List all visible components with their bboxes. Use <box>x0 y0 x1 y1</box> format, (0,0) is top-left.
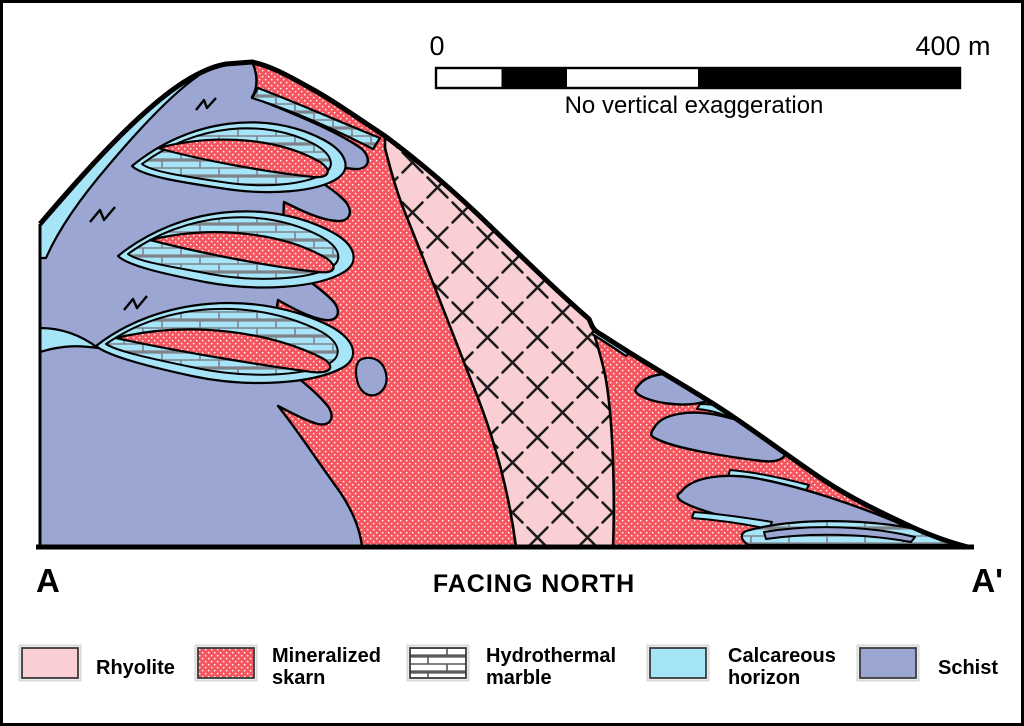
legend-item-hydrothermal-marble: Hydrothermal marble <box>406 644 622 689</box>
skarn-tongue-1 <box>156 138 329 179</box>
schist-pod-west-contact <box>354 356 388 397</box>
legend-label-marble-line1: Hydrothermal <box>486 645 616 667</box>
legend: Rhyolite Mineralized skarn Hydrothermal … <box>18 644 998 689</box>
zigzag-jag-3 <box>195 97 217 111</box>
legend-swatch-rhyolite <box>21 647 79 679</box>
legend-label-hydrothermal-marble: Hydrothermal marble <box>486 645 622 689</box>
endpoint-label-a-prime: A' <box>971 562 1003 599</box>
scale-right-label: 400 m <box>915 31 990 61</box>
legend-item-calcareous-horizon: Calcareous horizon <box>646 644 841 689</box>
legend-label-calcareous-line1: Calcareous <box>728 645 836 667</box>
legend-swatch-calcareous-horizon <box>649 647 707 679</box>
scale-bar-segment-black-2 <box>698 68 960 88</box>
legend-item-rhyolite: Rhyolite <box>18 644 175 682</box>
scale-caption: No vertical exaggeration <box>565 92 824 119</box>
scale-bar: 0 400 m No vertical exaggeration <box>429 31 990 119</box>
calcareous-sliver-summit-right <box>250 86 382 151</box>
topographic-profile-line <box>38 59 969 550</box>
legend-label-schist: Schist <box>938 657 998 679</box>
legend-swatch-mineralized-skarn <box>197 647 255 679</box>
schist-lens-2 <box>649 411 787 463</box>
legend-label-calcareous-horizon: Calcareous horizon <box>728 645 841 689</box>
legend-label-mineralized-skarn: Mineralized skarn <box>272 645 386 689</box>
legend-label-marble-line2: marble <box>486 667 552 689</box>
legend-label-rhyolite-line1: Rhyolite <box>96 657 175 679</box>
endpoint-label-a: A <box>36 562 60 599</box>
scale-bar-segment-black-1 <box>501 68 567 88</box>
legend-item-mineralized-skarn: Mineralized skarn <box>194 644 386 689</box>
scale-bar-outline <box>434 66 962 90</box>
zigzag-jag-2 <box>123 295 148 311</box>
legend-swatch-schist <box>859 647 917 679</box>
schist-core-bottom-right <box>763 526 916 543</box>
legend-label-calcareous-line2: horizon <box>728 667 800 689</box>
zigzag-jag-1 <box>89 206 116 223</box>
skarn-tongue-2 <box>148 231 335 274</box>
legend-item-schist: Schist <box>856 644 998 682</box>
skarn-tongue-3 <box>114 328 332 374</box>
legend-label-schist-line1: Schist <box>938 657 998 679</box>
legend-label-rhyolite: Rhyolite <box>96 657 175 679</box>
scale-left-label: 0 <box>429 31 444 61</box>
legend-label-skarn-line2: skarn <box>272 667 325 689</box>
legend-swatch-hydrothermal-marble <box>409 647 467 679</box>
legend-label-skarn-line1: Mineralized <box>272 645 381 667</box>
facing-north-caption: FACING NORTH <box>433 570 635 598</box>
